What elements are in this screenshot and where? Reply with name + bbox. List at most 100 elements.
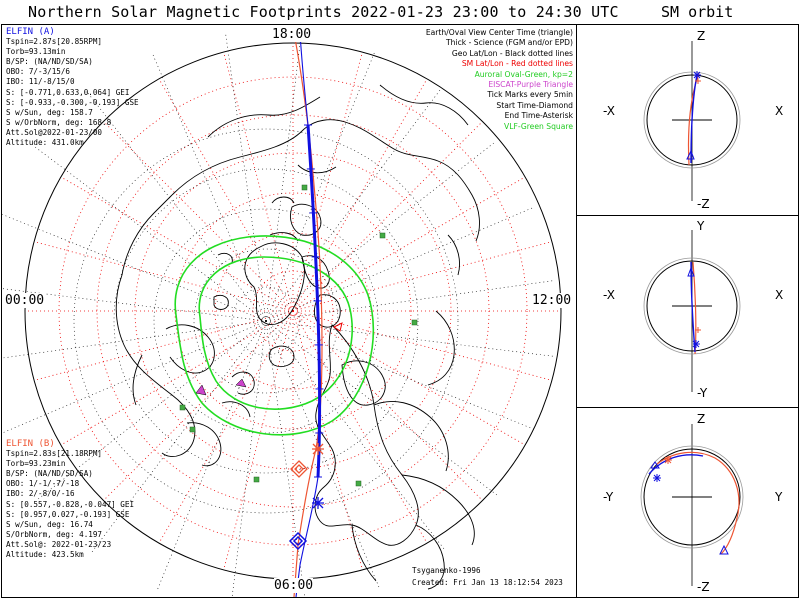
- orbit-panel-yz: Z -Z -Y Y: [577, 408, 798, 597]
- elfin-b-line: S/OrbNorm, deg: 4.197: [6, 529, 103, 539]
- meridian-line: [292, 310, 526, 446]
- clock-label-left: 00:00: [5, 293, 45, 308]
- orbit-panel-yz-top-label: Z: [697, 412, 706, 426]
- elfin-a-line: Torb=93.13min: [6, 47, 66, 57]
- orbit-panel-xz-top-label: Z: [697, 29, 706, 43]
- model-label: Tsyganenko-1996: [412, 566, 481, 575]
- orbit-panel-xy-right-label: X: [775, 288, 784, 302]
- elfin-a-line: S w/OrbNorm, deg: 168.8: [6, 117, 112, 127]
- elfin-b-line: S: [0.557,-0.828,-0.047] GEI: [6, 499, 135, 509]
- auroral-ovals: [174, 235, 375, 436]
- orbit-panel-xz: Z -Z -X X: [577, 25, 798, 216]
- elfin-b-line: S: [0.957,0.027,-0.193] GSE: [6, 509, 130, 519]
- elfin-a-name: ELFIN (A): [6, 27, 55, 37]
- sm-orbit-panels: Z -Z -X X Y -Y -X X: [577, 24, 799, 598]
- legend-item: Auroral Oval-Green, kp=2: [474, 69, 573, 79]
- meridian-line: [292, 310, 363, 570]
- meridian-line: [265, 207, 534, 322]
- end-asterisk-a: [312, 497, 324, 509]
- elfin-a-line: Tspin=2.87s[20.85RPM]: [6, 37, 103, 47]
- orbit-panel-xz-left-label: -X: [603, 104, 615, 118]
- map-legend: Earth/Oval View Center Time (triangle) T…: [426, 28, 573, 132]
- legend-item: Thick - Science (FGM and/or EPD): [446, 38, 573, 48]
- meridian-line: [60, 310, 294, 446]
- legend-item: Start Time-Diamond: [496, 100, 573, 110]
- meridian-line: [265, 320, 535, 430]
- meridian-line: [34, 241, 294, 312]
- meridian-line: [231, 320, 267, 597]
- start-diamond-a: [288, 531, 308, 551]
- meridian-line: [103, 121, 294, 312]
- meridian-line: [2, 288, 267, 322]
- meridian-line: [265, 320, 554, 357]
- meridian-line: [292, 310, 428, 544]
- meridian-line: [91, 320, 267, 553]
- orbit-panel-xz-right-label: X: [775, 104, 784, 118]
- elfin-a-track-thin: [295, 32, 319, 597]
- meridian-line: [225, 33, 267, 322]
- meridian-line: [292, 176, 526, 312]
- elfin-b-name: ELFIN (B): [6, 439, 55, 449]
- meridian-line: [265, 142, 495, 322]
- meridian-line: [265, 320, 445, 550]
- elfin-b-line: Altitude: 423.5km: [6, 550, 84, 560]
- orbit-panel-xy-top-label: Y: [697, 219, 705, 233]
- clock-label-top: 18:00: [272, 27, 312, 42]
- end-asterisk-b: [312, 443, 324, 455]
- orbit-panel-yz-right-label: Y: [775, 490, 783, 504]
- meridian-line: [292, 121, 483, 312]
- elfin-a-line: S: [-0.933,-0.300,-0.193] GSE: [6, 97, 139, 107]
- meridian-line: [2, 214, 267, 322]
- meridian-line: [34, 310, 294, 381]
- legend-item: SM Lat/Lon - Red dotted lines: [461, 59, 573, 69]
- meridian-line: [265, 33, 302, 322]
- legend-item: Tick Marks every 5min: [487, 90, 573, 100]
- meridian-line: [2, 320, 267, 434]
- elfin-a-line: S: [-0.771,0.633,0.064] GEI: [6, 87, 130, 97]
- track-tick-marks: [304, 124, 324, 478]
- footprint-map: [2, 32, 562, 597]
- elfin-b-info: ELFIN (B) Tspin=2.83s[21.18RPM] Torb=93.…: [6, 439, 134, 560]
- vlf-squares: [179, 184, 418, 487]
- elfin-b-line: Torb=93.23min: [6, 459, 66, 469]
- start-diamond-b: [290, 460, 308, 478]
- meridian-line: [223, 310, 294, 570]
- elfin-b-line: IBO: 2/-8/0/-16: [6, 489, 75, 499]
- legend-item: VLF-Green Square: [504, 121, 573, 131]
- elfin-a-info: ELFIN (A) Tspin=2.87s[20.85RPM] Torb=93.…: [6, 27, 139, 148]
- legend-item: End Time-Asterisk: [504, 111, 573, 121]
- view-center-triangle: [333, 322, 343, 332]
- meridian-line: [158, 310, 294, 544]
- clock-label-right: 12:00: [532, 293, 572, 308]
- elfin-a-line: Altitude: 431.0km: [6, 138, 84, 148]
- meridian-line: [37, 320, 267, 500]
- orbit-panel-xy: Y -Y -X X: [577, 216, 798, 408]
- meridian-line: [2, 320, 267, 359]
- elfin-b-line: Att.Sol@: 2022-01-23/23: [6, 539, 112, 549]
- orbit-title: SM orbit: [661, 3, 734, 21]
- meridian-line: [265, 52, 375, 322]
- legend-item: EISCAT-Purple Triangle: [488, 80, 573, 90]
- meridian-line: [265, 320, 380, 589]
- orbit-panel-xz-plot: [643, 41, 741, 201]
- meridian-line: [292, 310, 483, 501]
- orbit-panel-xy-plot: [643, 230, 741, 392]
- meridian-line: [157, 320, 267, 590]
- page-title: Northern Solar Magnetic Footprints 2022-…: [28, 3, 619, 21]
- legend-item: Earth/Oval View Center Time (triangle): [425, 28, 573, 37]
- orbit-panel-xy-bottom-label: -Y: [697, 386, 708, 400]
- meridian-line: [103, 310, 294, 501]
- meridian-line: [223, 52, 294, 312]
- elfin-a-line: Att.Sol@2022-01-23/00: [6, 127, 103, 137]
- orbit-panel-yz-left-label: -Y: [603, 490, 614, 504]
- legend-item: Geo Lat/Lon - Black dotted lines: [451, 48, 573, 58]
- elfin-b-line: Tspin=2.83s[21.18RPM]: [6, 449, 103, 459]
- meridian-line: [265, 320, 498, 496]
- meridian-line: [265, 89, 441, 322]
- orbit-panel-xy-left-label: -X: [603, 288, 615, 302]
- orbit-panel-yz-bottom-label: -Z: [697, 580, 710, 594]
- meridian-line: [87, 92, 267, 322]
- footprint-map-frame: 18:00 00:00 12:00 06:00 ELFIN (A) Tspin=…: [1, 24, 577, 598]
- meridian-line: [158, 78, 294, 312]
- created-label: Created: Fri Jan 13 18:12:54 2023: [412, 578, 563, 587]
